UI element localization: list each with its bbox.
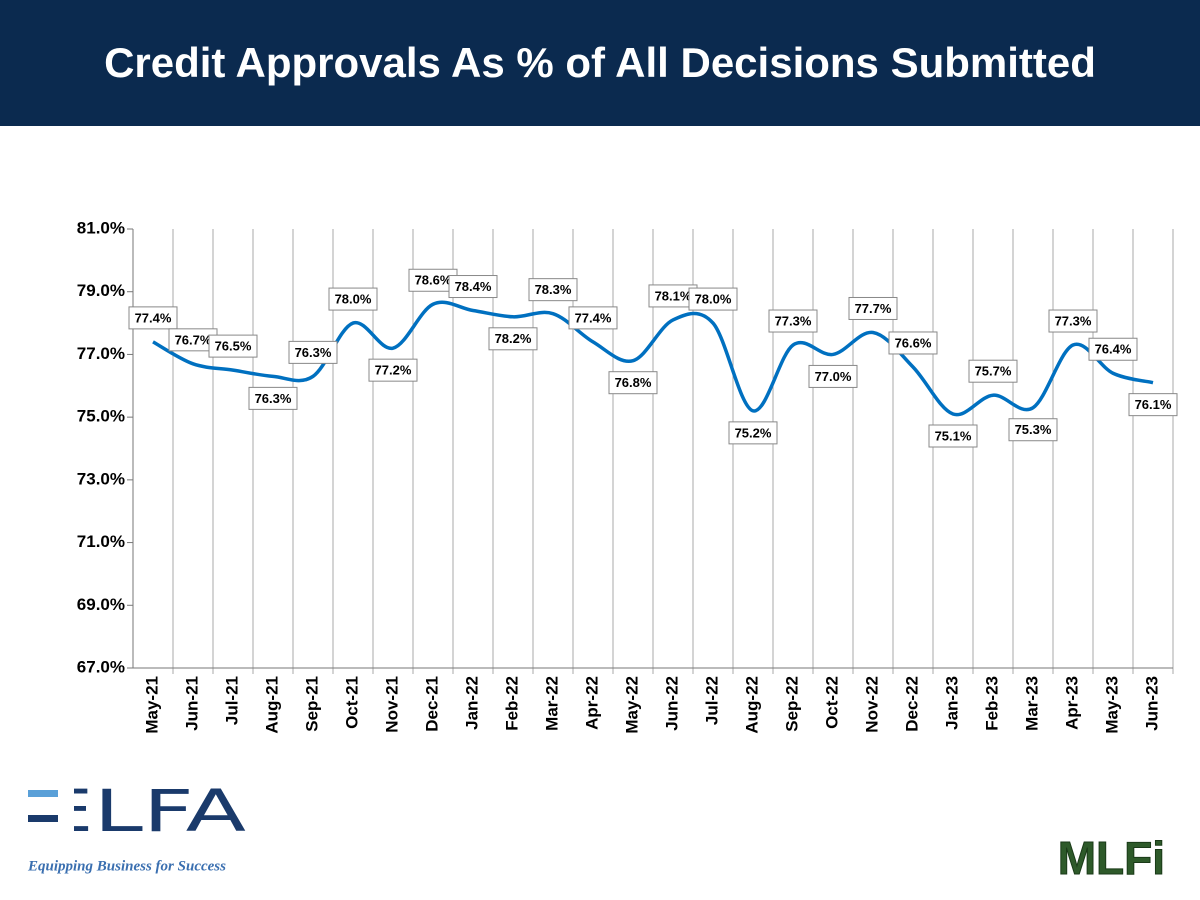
data-label: 77.0% xyxy=(815,369,852,384)
data-label: 75.7% xyxy=(975,364,1012,379)
data-label: 76.8% xyxy=(615,375,652,390)
x-tick-label: Mar-22 xyxy=(542,676,561,731)
x-tick-label: Jun-23 xyxy=(1142,676,1161,731)
data-label: 77.2% xyxy=(375,363,412,378)
x-tick-label: Jun-22 xyxy=(662,676,681,731)
data-label-box xyxy=(528,278,578,302)
y-tick-label: 75.0% xyxy=(77,407,125,426)
data-label: 78.0% xyxy=(695,292,732,307)
y-tick-label: 69.0% xyxy=(77,595,125,614)
y-tick-label: 77.0% xyxy=(77,344,125,363)
data-label-box xyxy=(328,287,378,311)
x-tick-label: Jun-21 xyxy=(182,676,201,731)
data-label-box xyxy=(368,358,418,382)
data-label-box xyxy=(728,421,778,445)
data-label-box xyxy=(928,424,978,448)
x-tick-label: May-22 xyxy=(622,676,641,734)
data-label-box xyxy=(128,306,178,330)
data-label: 78.0% xyxy=(335,292,372,307)
x-tick-label: Feb-22 xyxy=(502,676,521,731)
data-label-box xyxy=(288,340,338,364)
logo-bar xyxy=(28,790,58,797)
data-label: 76.4% xyxy=(1095,342,1132,357)
x-tick-label: Oct-22 xyxy=(822,676,841,729)
x-tick-label: Nov-22 xyxy=(862,676,881,733)
data-label: 75.3% xyxy=(1015,422,1052,437)
data-label: 77.4% xyxy=(575,310,612,325)
data-label: 76.3% xyxy=(295,345,332,360)
x-tick-label: Aug-22 xyxy=(742,676,761,734)
header-band xyxy=(0,0,1200,126)
data-label-box xyxy=(848,296,898,320)
x-tick-label: Jan-22 xyxy=(462,676,481,730)
data-label-box xyxy=(1048,309,1098,333)
data-label-box xyxy=(808,364,858,388)
plot: 67.0% 69.0% 71.0% 73.0% 75.0% 77.0% 79.0% 81.0%… xyxy=(77,218,1178,734)
data-label-box xyxy=(248,386,298,410)
data-label: 77.7% xyxy=(855,301,892,316)
data-label-box xyxy=(208,334,258,358)
y-tick-label: 71.0% xyxy=(77,532,125,551)
x-tick-label: Apr-22 xyxy=(582,676,601,730)
data-label: 77.4% xyxy=(135,310,172,325)
chart-title: Credit Approvals As % of All Decisions S… xyxy=(104,39,1096,86)
data-label-box xyxy=(768,309,818,333)
data-label-box xyxy=(608,371,658,395)
data-label: 78.4% xyxy=(455,279,492,294)
data-label: 76.3% xyxy=(255,391,292,406)
y-tick-label: 81.0% xyxy=(77,218,125,237)
data-label: 77.3% xyxy=(775,313,812,328)
x-tick-label: Dec-22 xyxy=(902,676,921,732)
y-tick-label: 79.0% xyxy=(77,281,125,300)
data-label-box xyxy=(568,306,618,330)
data-line xyxy=(152,300,1154,417)
data-label: 78.3% xyxy=(535,282,572,297)
mlfi-logo: MLFi xyxy=(1058,832,1165,884)
x-tick-label: Feb-23 xyxy=(982,676,1001,731)
data-label-box xyxy=(1128,393,1178,417)
y-tick-label: 73.0% xyxy=(77,469,125,488)
logo-bar xyxy=(28,815,58,822)
x-tick-label: May-23 xyxy=(1102,676,1121,734)
x-tick-label: Mar-23 xyxy=(1022,676,1041,731)
elfa-logo: ELFA xyxy=(38,777,246,845)
data-label-box xyxy=(968,359,1018,383)
data-label: 75.2% xyxy=(735,425,772,440)
data-label-box xyxy=(448,275,498,299)
x-tick-label: Apr-23 xyxy=(1062,676,1081,730)
elfa-tagline: Equipping Business for Success xyxy=(27,858,226,874)
data-label: 78.1% xyxy=(655,288,692,303)
data-label: 76.1% xyxy=(1135,397,1172,412)
data-label-box xyxy=(688,287,738,311)
data-label-box xyxy=(1008,418,1058,442)
x-tick-label: Sep-21 xyxy=(302,676,321,732)
y-tick-label: 67.0% xyxy=(77,657,125,676)
data-label: 76.5% xyxy=(215,339,252,354)
x-tick-label: Aug-21 xyxy=(262,676,281,734)
x-tick-label: May-21 xyxy=(142,676,161,734)
data-label: 78.6% xyxy=(415,273,452,288)
data-label: 77.3% xyxy=(1055,313,1092,328)
x-tick-label: Jan-23 xyxy=(942,676,961,730)
data-label-box xyxy=(1088,337,1138,361)
data-label-box xyxy=(488,327,538,351)
x-tick-label: Oct-21 xyxy=(342,676,361,729)
data-label: 75.1% xyxy=(935,428,972,443)
data-label: 76.6% xyxy=(895,335,932,350)
x-tick-label: Dec-21 xyxy=(422,676,441,732)
x-tick-label: Nov-21 xyxy=(382,676,401,733)
x-tick-label: Jul-21 xyxy=(222,676,241,725)
x-tick-label: Jul-22 xyxy=(702,676,721,725)
data-label: 76.7% xyxy=(175,332,212,347)
x-tick-label: Sep-22 xyxy=(782,676,801,732)
data-label-box xyxy=(888,331,938,355)
data-label: 78.2% xyxy=(495,331,532,346)
